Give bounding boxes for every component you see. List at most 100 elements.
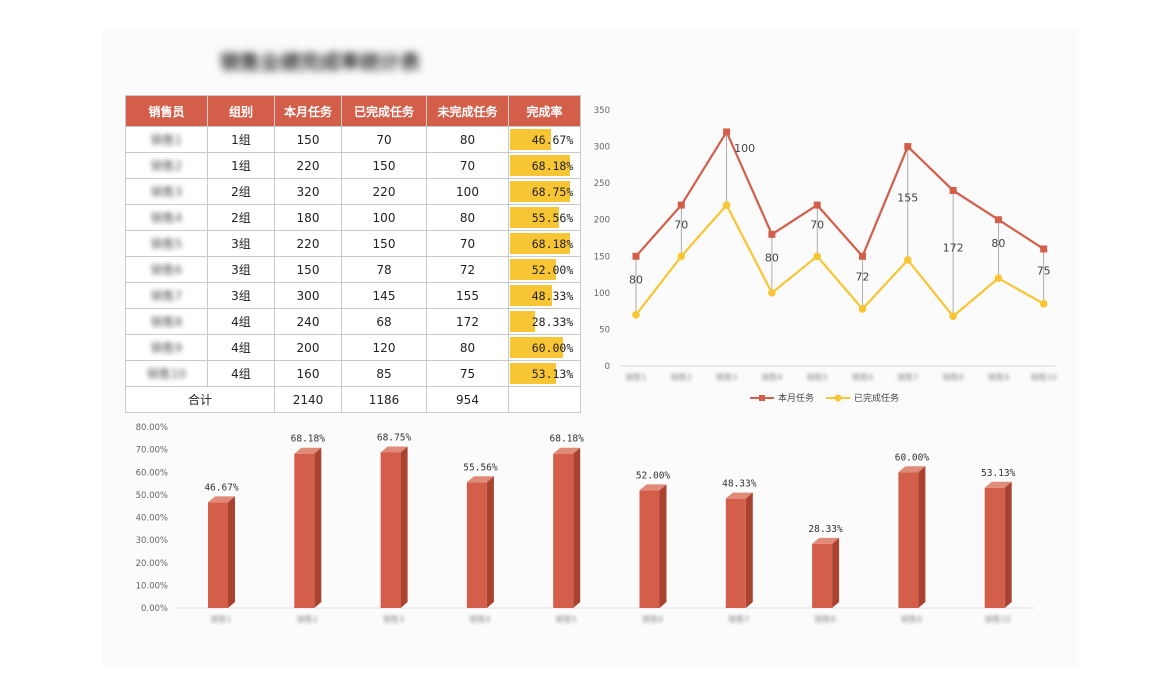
rate-bar[interactable] (208, 496, 235, 608)
cell-completion-rate[interactable]: 55.56% (508, 204, 581, 231)
rate-bar[interactable] (812, 537, 840, 608)
cell-completion-rate[interactable]: 68.18% (508, 152, 581, 179)
cell-salesperson[interactable]: 销售3 (125, 178, 208, 205)
series-line-monthly-task[interactable] (635, 129, 1045, 259)
cell-salesperson[interactable]: 销售4 (125, 204, 208, 231)
total-task[interactable]: 2140 (274, 386, 342, 413)
cell-monthly-task[interactable]: 220 (274, 152, 342, 179)
point-monthly-task[interactable] (632, 252, 640, 260)
cell-completion-rate[interactable]: 48.33% (508, 282, 581, 309)
cell-completed-task[interactable]: 150 (341, 230, 427, 257)
total-label[interactable]: 合计 (125, 386, 275, 413)
line-legend[interactable]: 本月任务 已完成任务 (750, 392, 899, 404)
cell-uncompleted-task[interactable]: 75 (426, 360, 509, 387)
cell-salesperson[interactable]: 销售10 (125, 360, 208, 387)
total-undone[interactable]: 954 (426, 386, 509, 413)
cell-completed-task[interactable]: 150 (341, 152, 427, 179)
cell-salesperson[interactable]: 销售8 (125, 308, 208, 335)
cell-group[interactable]: 1组 (207, 126, 275, 153)
cell-uncompleted-task[interactable]: 70 (426, 152, 509, 179)
header-completion-rate[interactable]: 完成率 (508, 95, 581, 127)
cell-monthly-task[interactable]: 150 (274, 256, 342, 283)
series-line-completed-task[interactable] (635, 203, 1045, 318)
point-monthly-task[interactable] (813, 201, 821, 209)
cell-group[interactable]: 1组 (207, 152, 275, 179)
cell-group[interactable]: 3组 (207, 256, 275, 283)
point-monthly-task[interactable] (1040, 245, 1048, 253)
completion-rate-bar-chart[interactable]: 0.00% 10.00% 20.00% 30.00% 40.00% 50.00% 60.00… (130, 420, 1045, 632)
point-monthly-task[interactable] (994, 216, 1002, 224)
point-monthly-task[interactable] (677, 201, 685, 209)
point-completed-task[interactable] (632, 311, 640, 319)
cell-monthly-task[interactable]: 220 (274, 230, 342, 257)
cell-monthly-task[interactable]: 150 (274, 126, 342, 153)
point-completed-task[interactable] (858, 305, 867, 313)
rate-bar[interactable] (898, 466, 926, 608)
cell-salesperson[interactable]: 销售2 (125, 152, 208, 179)
cell-completed-task[interactable]: 85 (341, 360, 427, 387)
cell-monthly-task[interactable]: 180 (274, 204, 342, 231)
cell-completed-task[interactable]: 220 (341, 178, 427, 205)
cell-salesperson[interactable]: 销售5 (125, 230, 208, 257)
cell-completion-rate[interactable]: 28.33% (508, 308, 581, 335)
cell-completed-task[interactable]: 145 (341, 282, 427, 309)
rate-bar[interactable] (984, 481, 1012, 608)
cell-salesperson[interactable]: 销售7 (125, 282, 208, 309)
header-salesperson[interactable]: 销售员 (125, 95, 208, 127)
cell-salesperson[interactable]: 销售1 (125, 126, 208, 153)
cell-completion-rate[interactable]: 53.13% (508, 360, 581, 387)
cell-group[interactable]: 4组 (207, 308, 275, 335)
cell-completed-task[interactable]: 70 (341, 126, 427, 153)
cell-uncompleted-task[interactable]: 70 (426, 230, 509, 257)
cell-uncompleted-task[interactable]: 80 (426, 126, 509, 153)
cell-group[interactable]: 4组 (207, 334, 275, 361)
cell-completion-rate[interactable]: 60.00% (508, 334, 581, 361)
point-monthly-task[interactable] (723, 128, 731, 136)
point-monthly-task[interactable] (859, 252, 866, 260)
cell-completion-rate[interactable]: 46.67% (508, 126, 581, 153)
header-group[interactable]: 组别 (207, 95, 275, 127)
cell-monthly-task[interactable]: 160 (274, 360, 342, 387)
total-done[interactable]: 1186 (341, 386, 427, 413)
point-completed-task[interactable] (994, 274, 1003, 283)
cell-monthly-task[interactable]: 200 (274, 334, 342, 361)
point-completed-task[interactable] (904, 256, 912, 264)
point-monthly-task[interactable] (904, 143, 912, 151)
cell-completed-task[interactable]: 78 (341, 256, 427, 283)
cell-group[interactable]: 2组 (207, 178, 275, 205)
cell-group[interactable]: 4组 (207, 360, 275, 387)
cell-group[interactable]: 3组 (207, 230, 275, 257)
point-completed-task[interactable] (1039, 300, 1048, 308)
point-completed-task[interactable] (677, 252, 686, 261)
rate-bar[interactable] (553, 447, 581, 608)
cell-salesperson[interactable]: 销售9 (125, 334, 208, 361)
cell-uncompleted-task[interactable]: 72 (426, 256, 509, 283)
total-rate-empty[interactable] (508, 386, 581, 413)
header-completed-task[interactable]: 已完成任务 (341, 95, 427, 127)
cell-salesperson[interactable]: 销售6 (125, 256, 208, 283)
rate-bar[interactable] (380, 446, 408, 608)
cell-completed-task[interactable]: 120 (341, 334, 427, 361)
cell-uncompleted-task[interactable]: 80 (426, 334, 509, 361)
point-completed-task[interactable] (768, 289, 776, 297)
rate-bar[interactable] (725, 492, 753, 608)
point-monthly-task[interactable] (768, 230, 776, 238)
point-completed-task[interactable] (722, 201, 731, 209)
cell-completed-task[interactable]: 100 (341, 204, 427, 231)
cell-completion-rate[interactable]: 68.18% (508, 230, 581, 257)
cell-completion-rate[interactable]: 52.00% (508, 256, 581, 283)
cell-uncompleted-task[interactable]: 155 (426, 282, 509, 309)
cell-monthly-task[interactable]: 300 (274, 282, 342, 309)
header-uncompleted-task[interactable]: 未完成任务 (426, 95, 509, 127)
cell-uncompleted-task[interactable]: 100 (426, 178, 509, 205)
cell-completed-task[interactable]: 68 (341, 308, 427, 335)
cell-monthly-task[interactable]: 240 (274, 308, 342, 335)
header-monthly-task[interactable]: 本月任务 (274, 95, 342, 127)
task-line-chart[interactable]: 0 50 100 150 200 250 300 350 80 70 100 80 70 72 155 172… (590, 98, 1060, 410)
cell-uncompleted-task[interactable]: 172 (426, 308, 509, 335)
point-completed-task[interactable] (813, 252, 821, 261)
cell-monthly-task[interactable]: 320 (274, 178, 342, 205)
cell-completion-rate[interactable]: 68.75% (508, 178, 581, 205)
cell-group[interactable]: 3组 (207, 282, 275, 309)
rate-bar[interactable] (466, 476, 494, 608)
